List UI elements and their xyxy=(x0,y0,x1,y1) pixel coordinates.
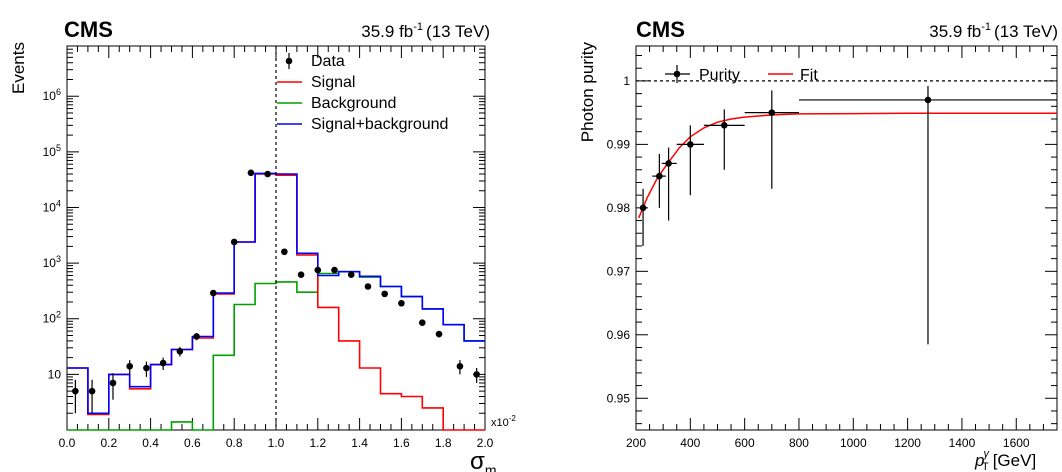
right-x-tick-label: 600 xyxy=(735,436,755,450)
left-x-multiplier: x10-2 xyxy=(491,414,516,429)
left-data-point xyxy=(109,379,117,387)
right-y-axis-label: Photon purity xyxy=(578,42,597,143)
left-data-point xyxy=(297,271,305,278)
left-y-tick-label: 106 xyxy=(43,87,61,103)
left-chart: CMS 35.9 fb-1 (13 TeV) 0.0 0.2 0.4 0.6 0.8 1.0… xyxy=(9,17,516,472)
left-data-point xyxy=(193,333,200,340)
left-y-axis-label: Events xyxy=(9,42,28,94)
right-y-tick-label: 0.96 xyxy=(607,328,631,342)
right-x-axis-label: pγ T [GeV] xyxy=(974,448,1036,472)
left-legend-label: Signal xyxy=(311,74,355,91)
right-x-tick-label: 200 xyxy=(626,436,646,450)
left-data-point xyxy=(381,290,388,298)
right-fit-curve xyxy=(638,112,1057,219)
left-data-point xyxy=(88,387,96,395)
right-legend-purity-label: Purity xyxy=(699,67,740,84)
left-x-tick-label: 2.0 xyxy=(477,436,494,450)
right-x-tick-label: 1000 xyxy=(840,436,867,450)
right-purity-point xyxy=(687,141,694,148)
left-data-point xyxy=(247,169,255,177)
left-x-tick-label: 1.2 xyxy=(309,436,326,450)
right-x-tick-label: 1600 xyxy=(1003,436,1030,450)
left-data-point xyxy=(398,299,405,307)
right-purity-point xyxy=(639,204,647,212)
left-legend-label: Data xyxy=(311,53,345,70)
right-y-tick-label: 0.97 xyxy=(607,264,631,278)
left-x-tick-label: 0.4 xyxy=(142,436,159,450)
left-data-point xyxy=(72,387,79,395)
left-x-tick-label: 0.0 xyxy=(59,436,76,450)
right-cms-label: CMS xyxy=(636,17,685,42)
left-data-point xyxy=(281,248,288,256)
left-data-point xyxy=(314,266,322,274)
left-data-point xyxy=(419,319,426,326)
left-lumi-label: 35.9 fb-1 (13 TeV) xyxy=(361,21,490,41)
left-x-tick-label: 0.8 xyxy=(226,436,243,450)
left-cms-label: CMS xyxy=(64,17,113,42)
left-y-tick-label: 103 xyxy=(43,254,61,270)
right-chart: CMS 35.9 fb-1 (13 TeV) 200 400 600 800 1000 12… xyxy=(578,17,1058,472)
right-purity-point xyxy=(656,172,663,180)
left-x-tick-label: 1.6 xyxy=(393,436,410,450)
right-legend-purity-marker xyxy=(673,70,681,78)
left-data-point xyxy=(264,170,271,178)
right-purity-point xyxy=(924,96,932,104)
right-plot-area: 200 400 600 800 1000 1200 1400 1600 0.95 0.96 0.97… xyxy=(607,45,1058,450)
left-data-point xyxy=(364,283,372,290)
left-x-axis-label: σm xyxy=(470,448,496,472)
right-plot-frame xyxy=(635,45,1058,431)
left-data-point xyxy=(347,271,355,278)
left-y-tick-label: 104 xyxy=(43,198,61,214)
right-lumi-label: 35.9 fb-1 (13 TeV) xyxy=(929,21,1058,41)
right-y-tick-label: 0.95 xyxy=(607,391,631,405)
left-data-point xyxy=(473,371,480,378)
left-x-tick-label: 1.4 xyxy=(351,436,368,450)
right-x-tick-label: 1400 xyxy=(949,436,976,450)
left-data-point xyxy=(126,362,133,370)
left-data-point xyxy=(176,347,184,355)
left-data-point xyxy=(456,362,464,370)
right-y-tick-label: 1 xyxy=(623,74,630,88)
right-legend-fit-label: Fit xyxy=(800,67,818,84)
left-y-tick-label: 105 xyxy=(43,143,61,159)
left-y-tick-label: 10 xyxy=(48,367,62,381)
right-x-tick-label: 1200 xyxy=(894,436,921,450)
left-data-point xyxy=(331,266,338,274)
left-data-point xyxy=(210,289,217,297)
right-purity-point xyxy=(720,122,728,129)
left-data-point xyxy=(435,330,443,338)
left-legend-label: Background xyxy=(311,95,396,112)
left-legend-label: Signal+background xyxy=(311,116,448,133)
left-y-tick-label: 102 xyxy=(43,310,61,326)
right-y-tick-label: 0.99 xyxy=(607,137,631,151)
left-data-point xyxy=(230,238,238,246)
left-x-tick-label: 1.8 xyxy=(435,436,452,450)
right-purity-point xyxy=(768,109,776,116)
right-x-tick-label: 400 xyxy=(680,436,700,450)
right-purity-point xyxy=(665,160,672,167)
left-x-tick-label: 0.6 xyxy=(184,436,201,450)
left-plot-area: 0.0 0.2 0.4 0.6 0.8 1.0 1.2 1.4 1.6 1.8 2.0 10 102 10… xyxy=(43,45,494,450)
left-data-point xyxy=(159,359,167,367)
right-y-tick-label: 0.98 xyxy=(607,201,631,215)
left-x-tick-label: 0.2 xyxy=(100,436,117,450)
left-legend-data-marker xyxy=(285,57,293,65)
left-data-point xyxy=(143,364,150,372)
right-x-tick-label: 800 xyxy=(789,436,809,450)
left-x-tick-label: 1.0 xyxy=(268,436,285,450)
